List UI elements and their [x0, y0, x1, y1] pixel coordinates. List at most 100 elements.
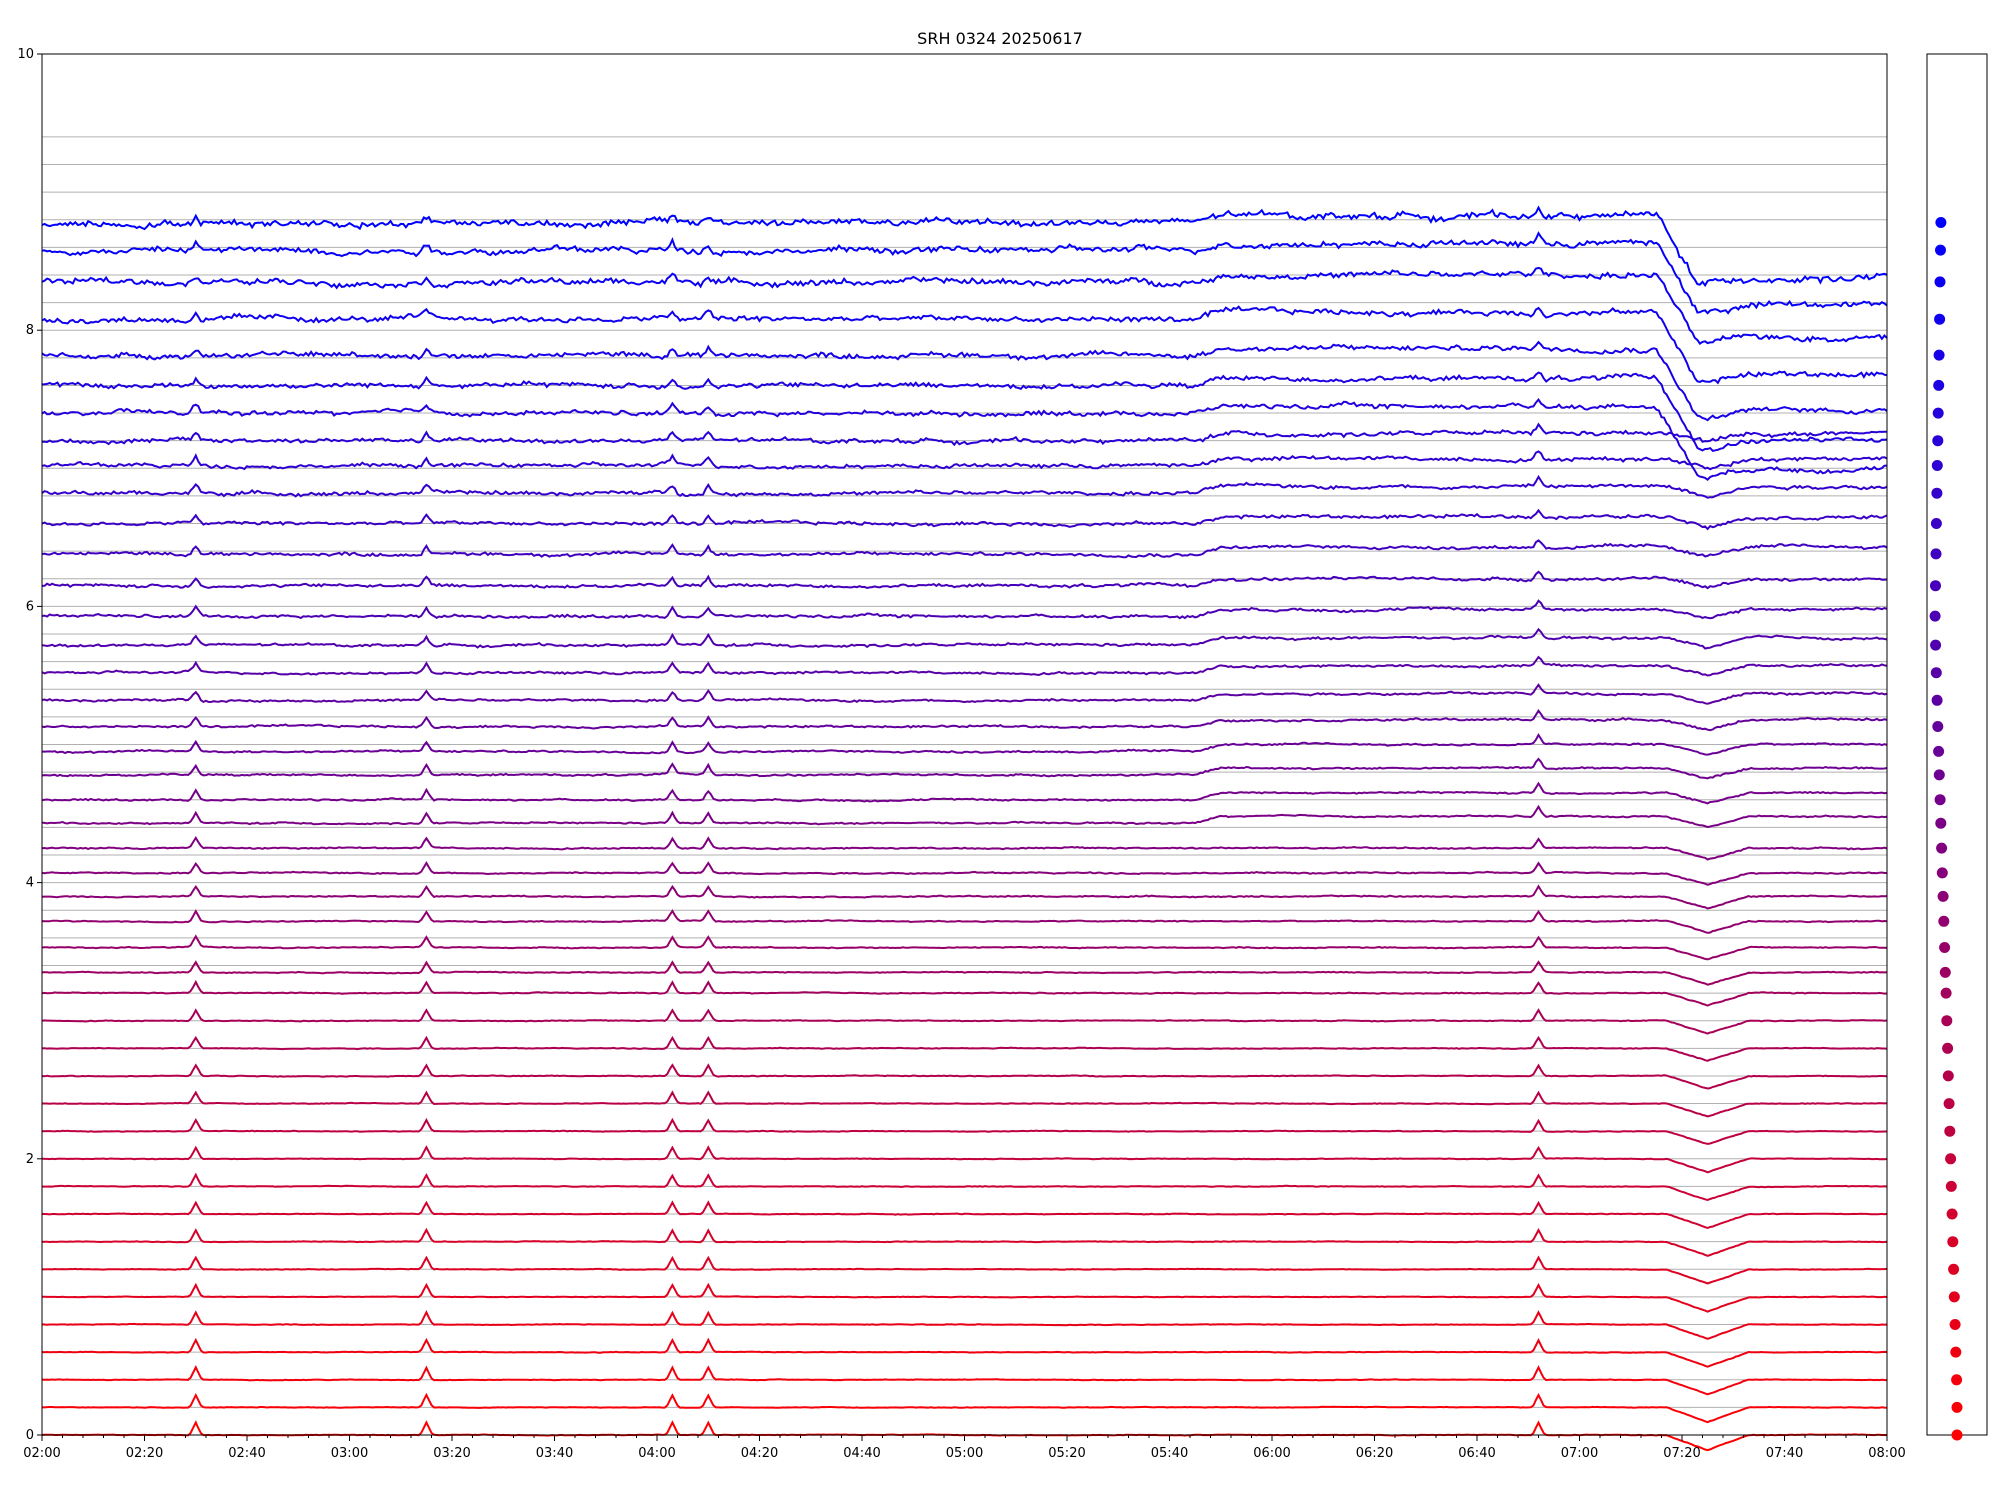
channel-trace [41, 205, 1888, 288]
channel-trace [41, 781, 1888, 805]
channel-marker [1943, 1098, 1955, 1110]
channel-marker [1936, 867, 1948, 879]
channel-trace [41, 1035, 1888, 1062]
x-tick-label: 06:40 [1458, 1446, 1495, 1461]
channel-trace [41, 450, 1888, 471]
channel-marker [1939, 942, 1951, 953]
channel-marker [1951, 1401, 1963, 1413]
channel-marker [1948, 1291, 1960, 1303]
channel-trace [41, 422, 1887, 447]
x-tick-label: 04:00 [638, 1446, 675, 1461]
channel-trace [41, 371, 1888, 453]
channel-trace [42, 960, 1888, 986]
channel-marker [1930, 548, 1942, 560]
x-tick-label: 08:00 [1868, 1446, 1905, 1461]
channel-trace [41, 709, 1888, 732]
channel-trace [41, 683, 1888, 705]
channel-trace [41, 474, 1888, 499]
channel-marker [1948, 1263, 1960, 1275]
x-axis: 02:00 02:20 02:40 03:00 03:20 03:40 04:00 04:20… [23, 1435, 1906, 1461]
channel-marker [1930, 667, 1942, 679]
channel-marker [1942, 1042, 1954, 1054]
channel-trace [41, 934, 1888, 961]
x-tick-label: 07:20 [1663, 1446, 1700, 1461]
x-tick-label: 06:20 [1356, 1446, 1393, 1461]
channel-trace [41, 1145, 1888, 1174]
channel-trace [41, 570, 1888, 590]
channel-marker [1937, 890, 1949, 902]
channel-marker [1935, 217, 1947, 228]
channel-marker [1932, 407, 1944, 419]
channel-marker [1931, 487, 1943, 499]
channel-marker [1931, 694, 1943, 706]
channel-index-panel [1926, 53, 1988, 1441]
channel-marker [1933, 349, 1945, 361]
x-tick-label: 06:00 [1253, 1446, 1290, 1461]
chart-title: SRH 0324 20250617 [917, 29, 1083, 48]
channel-marker [1934, 313, 1946, 325]
channel-marker [1951, 1429, 1963, 1441]
channel-marker [1951, 1374, 1963, 1386]
channel-trace [41, 1008, 1888, 1035]
channel-trace [41, 757, 1888, 780]
channel-trace [41, 508, 1888, 531]
channel-trace [42, 1200, 1888, 1230]
channel-index-markers [1929, 217, 1963, 1441]
channel-marker [1946, 1208, 1958, 1220]
channel-trace [41, 979, 1888, 1007]
channel-marker [1941, 1015, 1953, 1027]
channel-marker [1930, 580, 1941, 592]
channel-marker [1932, 721, 1944, 732]
x-tick-label: 02:00 [23, 1446, 60, 1461]
channel-marker [1936, 842, 1948, 854]
channel-trace [41, 861, 1887, 886]
channel-marker [1939, 966, 1951, 978]
x-tick-label: 05:40 [1151, 1446, 1188, 1461]
x-tick-label: 03:20 [433, 1446, 470, 1461]
y-axis: 0 2 4 6 8 10 [17, 47, 42, 1443]
x-tick-label: 02:20 [126, 1446, 163, 1461]
y-tick-label: 6 [26, 599, 34, 614]
channel-trace [41, 231, 1888, 315]
x-tick-label: 02:40 [228, 1446, 265, 1461]
channel-trace [41, 266, 1888, 345]
x-tick-label: 05:00 [946, 1446, 983, 1461]
y-tick-label: 0 [26, 1428, 34, 1443]
channel-trace [41, 627, 1888, 650]
channel-marker [1933, 379, 1945, 391]
channel-trace [41, 1063, 1888, 1090]
channel-trace [41, 305, 1888, 385]
channel-marker [1949, 1319, 1961, 1330]
channel-trace [42, 1282, 1888, 1313]
channel-marker [1930, 639, 1942, 651]
y-tick-label: 2 [26, 1152, 34, 1167]
x-tick-label: 03:00 [331, 1446, 368, 1461]
channel-marker [1933, 745, 1945, 757]
channel-marker [1940, 987, 1952, 999]
channel-marker [1935, 244, 1946, 256]
channel-trace [41, 599, 1888, 620]
channel-trace [41, 1255, 1888, 1285]
channel-trace [41, 1365, 1888, 1396]
channel-trace [41, 1117, 1887, 1145]
y-tick-label: 4 [26, 876, 34, 891]
channel-marker [1930, 518, 1942, 529]
channel-marker [1945, 1153, 1957, 1165]
channel-trace [42, 1090, 1888, 1118]
channel-trace [41, 884, 1888, 910]
channel-marker [1947, 1236, 1959, 1248]
y-tick-label: 10 [17, 47, 34, 62]
channel-trace [41, 539, 1888, 559]
channel-trace [41, 1309, 1887, 1340]
x-tick-label: 04:20 [741, 1446, 778, 1461]
channel-marker [1945, 1180, 1957, 1192]
channel-traces [41, 205, 1888, 1452]
channel-trace [41, 909, 1888, 934]
channel-trace [41, 835, 1888, 861]
channel-trace [41, 1172, 1888, 1202]
x-tick-label: 07:00 [1561, 1446, 1598, 1461]
channel-marker [1934, 794, 1946, 806]
channel-trace [41, 340, 1888, 422]
channel-trace [42, 733, 1888, 756]
